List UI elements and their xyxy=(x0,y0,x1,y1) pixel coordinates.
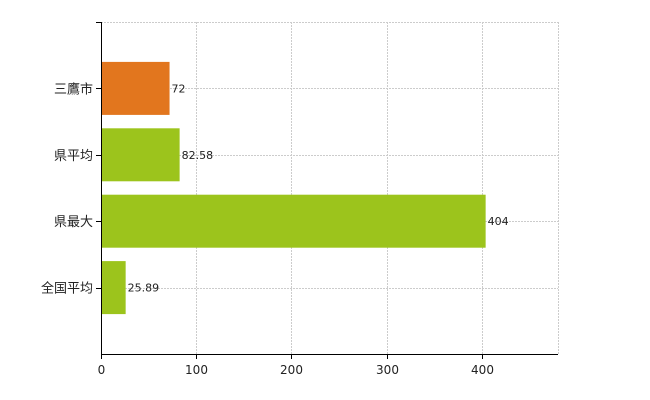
bar-2 xyxy=(101,194,486,248)
category-label: 三鷹市 xyxy=(54,81,93,97)
data-label: 404 xyxy=(488,215,509,228)
category-label: 県最大 xyxy=(54,215,93,230)
data-label: 82.58 xyxy=(182,149,214,162)
bar-0 xyxy=(101,61,170,115)
x-tick-label: 200 xyxy=(280,363,303,377)
x-tick-label: 0 xyxy=(98,363,106,377)
bar-1 xyxy=(101,128,180,182)
x-tick-label: 400 xyxy=(471,363,494,377)
x-tick-label: 100 xyxy=(185,363,208,377)
bar-3 xyxy=(101,261,126,315)
x-tick-label: 300 xyxy=(376,363,399,377)
data-label: 25.89 xyxy=(128,282,160,295)
category-label: 県平均 xyxy=(54,149,93,164)
data-label: 72 xyxy=(172,82,186,95)
category-label: 全国平均 xyxy=(41,281,93,297)
